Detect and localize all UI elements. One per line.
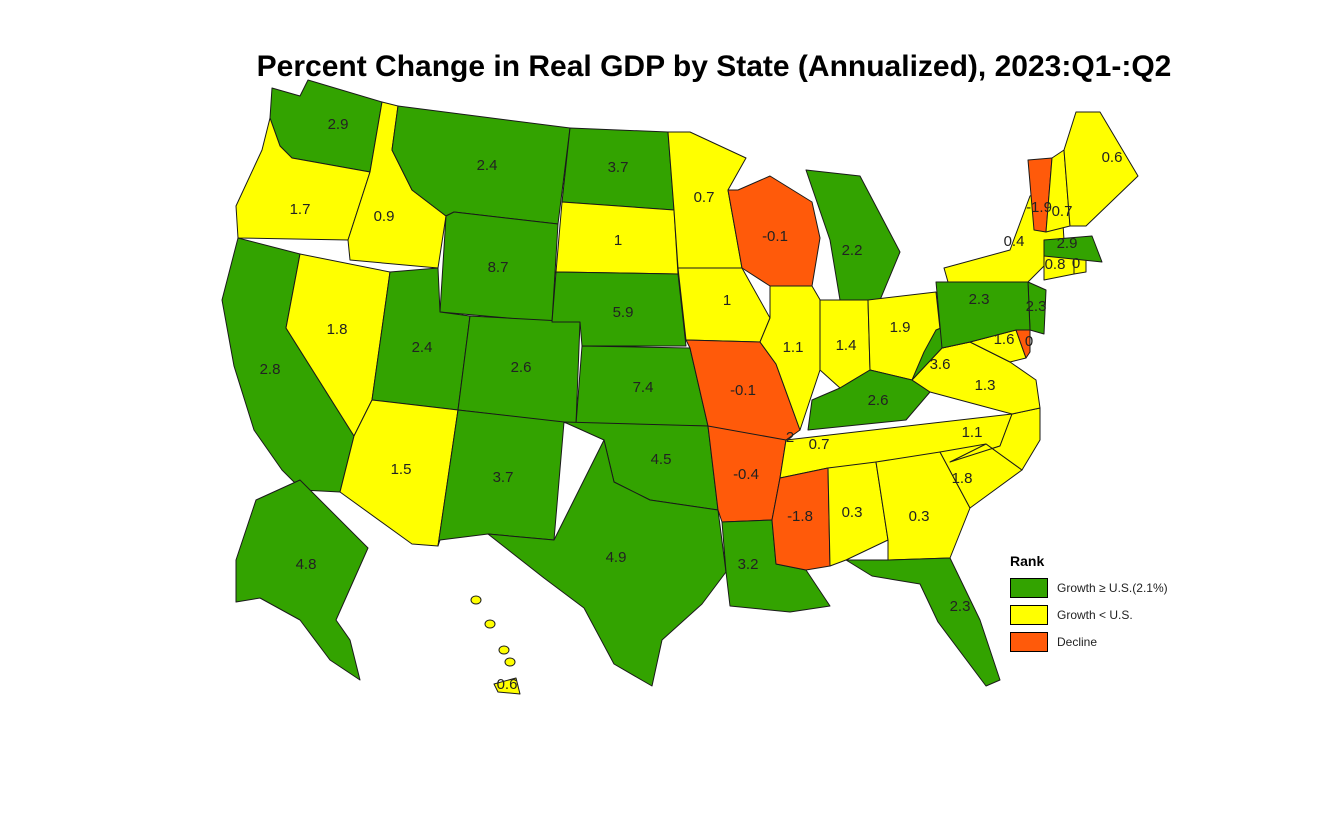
- state-value-label-nd: 3.7: [608, 159, 629, 176]
- state-value-label-az: 1.5: [391, 461, 412, 478]
- state-value-label-ar-edge: 2: [786, 429, 794, 446]
- state-value-label-ri: 0: [1072, 255, 1080, 272]
- hawaii-island-1: [470, 595, 482, 605]
- state-value-label-ia: 1: [723, 292, 731, 309]
- state-hi: [493, 677, 521, 695]
- state-me: [1063, 111, 1139, 227]
- legend-title: Rank: [1010, 553, 1045, 569]
- state-ma: [1043, 235, 1103, 263]
- state-value-label-il: 1.1: [783, 339, 804, 356]
- state-value-label-ct: 0.8: [1045, 256, 1066, 273]
- state-value-label-nc: 1.1: [962, 424, 983, 441]
- legend-label-growth-below: Growth < U.S.: [1057, 607, 1133, 622]
- state-value-label-ma: 2.9: [1057, 235, 1078, 252]
- state-value-label-wv: 3.6: [930, 356, 951, 373]
- state-nc: [949, 407, 1041, 471]
- state-value-label-nv: 1.8: [327, 321, 348, 338]
- state-value-label-md: 1.6: [994, 331, 1015, 348]
- state-value-label-sc: 1.8: [952, 470, 973, 487]
- state-value-label-ok: 4.5: [651, 451, 672, 468]
- state-value-label-ne: 5.9: [613, 304, 634, 321]
- state-value-label-vt: -1.9: [1026, 199, 1052, 216]
- state-value-label-la: 3.2: [738, 556, 759, 573]
- state-fl: [845, 557, 1001, 687]
- state-value-label-pa: 2.3: [969, 291, 990, 308]
- state-value-label-va: 1.3: [975, 377, 996, 394]
- state-value-label-ms: -1.8: [787, 508, 813, 525]
- legend-swatch-growth-above: [1010, 577, 1048, 598]
- state-al: [827, 461, 889, 567]
- legend-item-decline: Decline: [1010, 628, 1168, 655]
- state-value-label-nj: 2.3: [1026, 298, 1047, 315]
- state-value-label-ca: 2.8: [260, 361, 281, 378]
- state-value-label-hi: 0.6: [497, 676, 518, 693]
- state-value-label-tn: 0.7: [809, 436, 830, 453]
- state-value-label-mn: 0.7: [694, 189, 715, 206]
- legend-label-decline: Decline: [1057, 634, 1098, 649]
- state-value-label-mi: 2.2: [842, 242, 863, 259]
- state-value-label-ut: 2.4: [412, 339, 433, 356]
- state-value-label-in: 1.4: [836, 337, 857, 354]
- state-value-label-or: 1.7: [290, 201, 311, 218]
- state-value-label-co: 2.6: [511, 359, 532, 376]
- state-value-label-nh: 0.7: [1052, 203, 1073, 220]
- legend-item-growth-above: Growth ≥ U.S.(2.1%): [1010, 574, 1168, 601]
- legend-label-growth-above: Growth ≥ U.S.(2.1%): [1057, 580, 1168, 595]
- state-value-label-ar: -0.4: [733, 466, 759, 483]
- state-value-label-wa: 2.9: [328, 116, 349, 133]
- state-value-label-ny: 0.4: [1004, 233, 1025, 250]
- state-value-label-tx: 4.9: [606, 549, 627, 566]
- labels-layer: 2.9 1.7 2.8 0.9 1.8 2.4 8.7 2.4 1.5 2.6 3.7 3.7 1 5.9…: [260, 116, 1123, 693]
- state-value-label-ak: 4.8: [296, 556, 317, 573]
- state-ak: [235, 479, 369, 681]
- state-tx: [487, 439, 727, 687]
- legend: Rank Growth ≥ U.S.(2.1%) Growth < U.S. D…: [1010, 553, 1168, 655]
- map-title: Percent Change in Real GDP by State (Ann…: [256, 50, 1172, 83]
- state-value-label-ga: 0.3: [909, 508, 930, 525]
- hawaii-island-3: [498, 645, 510, 655]
- state-value-label-ky: 2.6: [868, 392, 889, 409]
- state-value-label-al: 0.3: [842, 504, 863, 521]
- hawaii-island-4: [504, 657, 516, 667]
- legend-item-growth-below: Growth < U.S.: [1010, 601, 1168, 628]
- state-value-label-wi: -0.1: [762, 228, 788, 245]
- state-value-label-oh: 1.9: [890, 319, 911, 336]
- states-layer: [221, 79, 1139, 695]
- hawaii-island-2: [484, 619, 496, 629]
- legend-swatch-growth-below: [1010, 604, 1048, 625]
- state-value-label-wy: 8.7: [488, 259, 509, 276]
- legend-swatch-decline: [1010, 631, 1048, 652]
- state-value-label-id: 0.9: [374, 208, 395, 225]
- state-il: [759, 285, 827, 431]
- state-value-label-ks: 7.4: [633, 379, 654, 396]
- state-value-label-me: 0.6: [1102, 149, 1123, 166]
- state-value-label-fl: 2.3: [950, 598, 971, 615]
- state-value-label-de: 0: [1025, 333, 1033, 350]
- state-value-label-sd: 1: [614, 232, 622, 249]
- state-value-label-mt: 2.4: [477, 157, 498, 174]
- state-mi: [805, 169, 901, 301]
- state-value-label-mo: -0.1: [730, 382, 756, 399]
- state-value-label-nm: 3.7: [493, 469, 514, 486]
